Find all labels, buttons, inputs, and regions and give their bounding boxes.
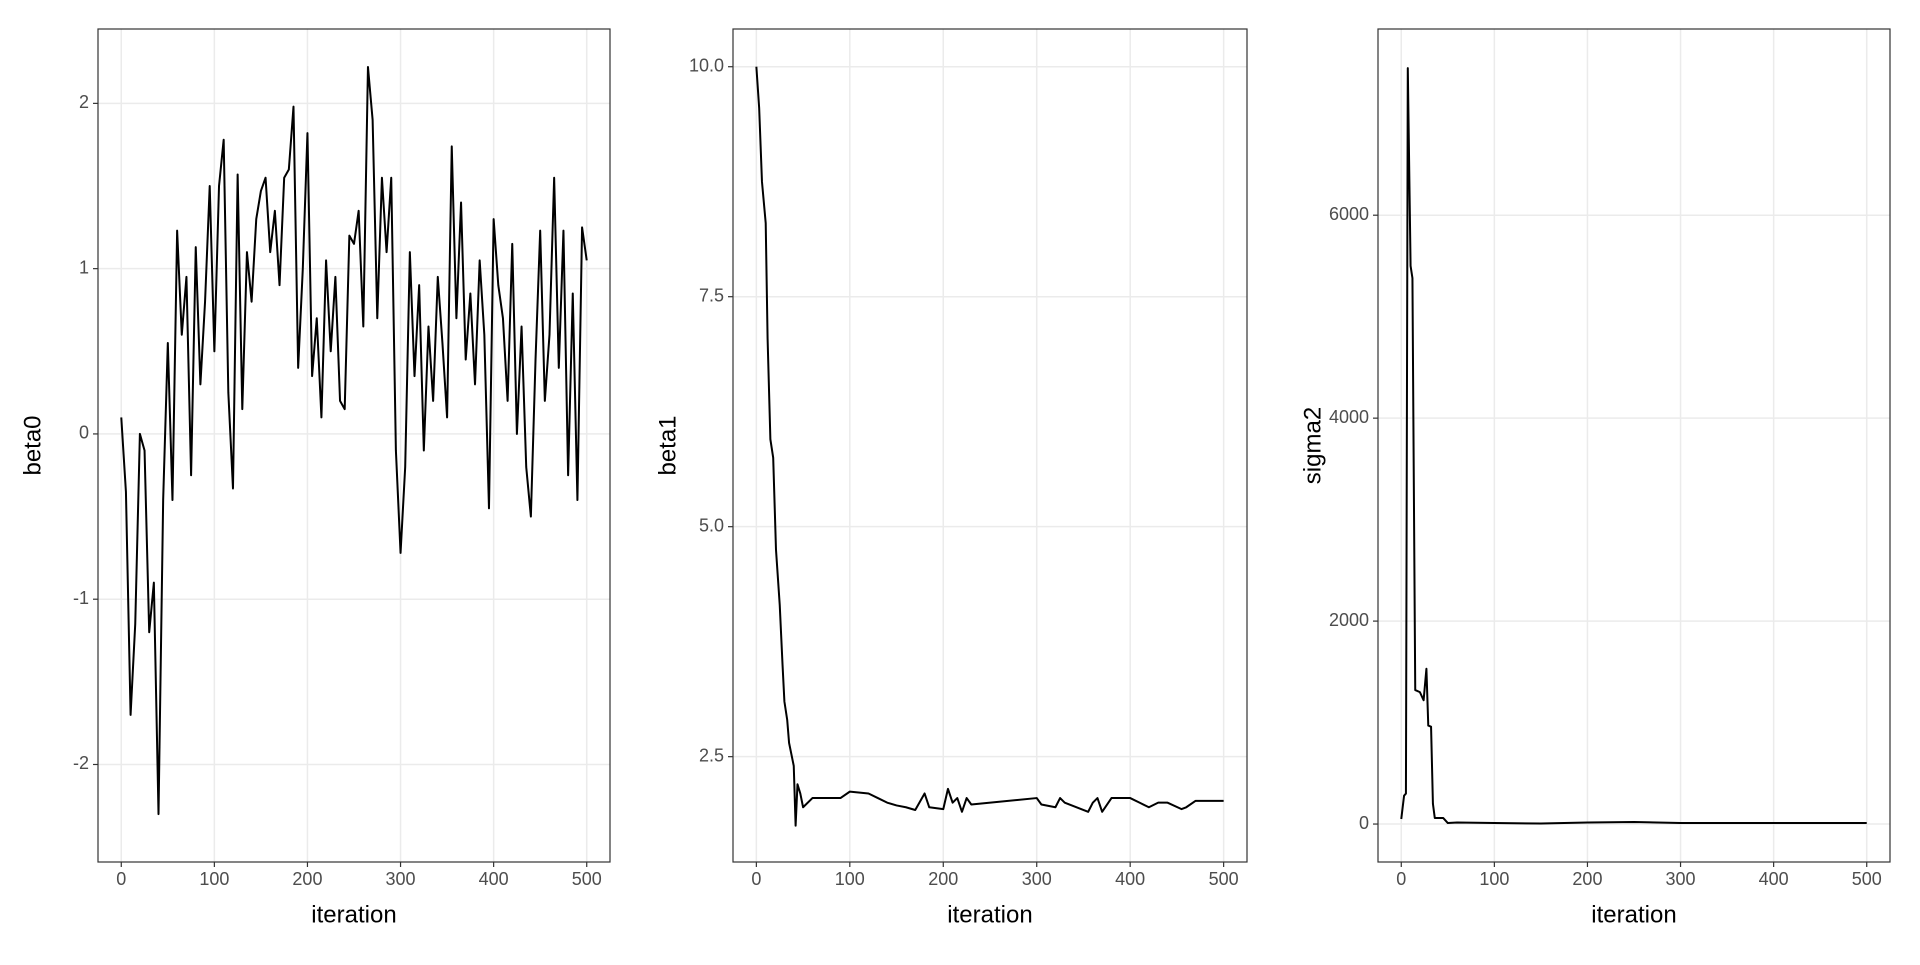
x-tick-label: 300 [386, 869, 416, 889]
x-tick-label: 300 [1666, 869, 1696, 889]
panel-border [1377, 28, 1891, 863]
x-axis-title: iteration [947, 901, 1032, 928]
y-tick-label: 5.0 [699, 515, 724, 535]
x-tick-label: 200 [1572, 869, 1602, 889]
x-tick-label: 500 [1209, 869, 1239, 889]
x-tick-label: 100 [835, 869, 865, 889]
x-tick-label: 200 [292, 869, 322, 889]
panel-border [732, 28, 1248, 863]
y-tick-label: 6000 [1329, 204, 1369, 224]
x-tick-label: 200 [928, 869, 958, 889]
y-axis-title: sigma2 [1299, 407, 1326, 484]
y-tick-label: 2000 [1329, 610, 1369, 630]
x-tick-label: 0 [116, 869, 126, 889]
y-tick-label: 7.5 [699, 285, 724, 305]
y-tick-label: 2.5 [699, 745, 724, 765]
x-tick-label: 400 [1115, 869, 1145, 889]
y-axis-title: beta1 [654, 415, 681, 475]
y-axis-title: beta0 [19, 415, 46, 475]
x-tick-label: 400 [479, 869, 509, 889]
x-tick-label: 100 [1479, 869, 1509, 889]
y-tick-label: 0 [1359, 813, 1369, 833]
trace-line [1400, 67, 1867, 825]
trace-line [120, 66, 588, 816]
x-tick-label: 500 [572, 869, 602, 889]
panel-background [1378, 29, 1890, 862]
y-tick-label: 2 [79, 92, 89, 112]
x-tick-label: 300 [1022, 869, 1052, 889]
x-tick-label: 0 [751, 869, 761, 889]
x-axis-title: iteration [1591, 901, 1676, 928]
x-tick-label: 100 [199, 869, 229, 889]
x-tick-label: 0 [1396, 869, 1406, 889]
y-tick-label: 4000 [1329, 407, 1369, 427]
panel-background [733, 29, 1247, 862]
trace-line [755, 66, 1224, 827]
x-tick-label: 400 [1759, 869, 1789, 889]
x-tick-label: 500 [1852, 869, 1882, 889]
x-axis-title: iteration [311, 901, 396, 928]
y-tick-label: 10.0 [689, 55, 724, 75]
y-tick-label: -1 [73, 588, 89, 608]
y-tick-label: 0 [79, 423, 89, 443]
y-tick-label: -2 [73, 753, 89, 773]
panel-border [97, 28, 611, 863]
y-tick-label: 1 [79, 257, 89, 277]
